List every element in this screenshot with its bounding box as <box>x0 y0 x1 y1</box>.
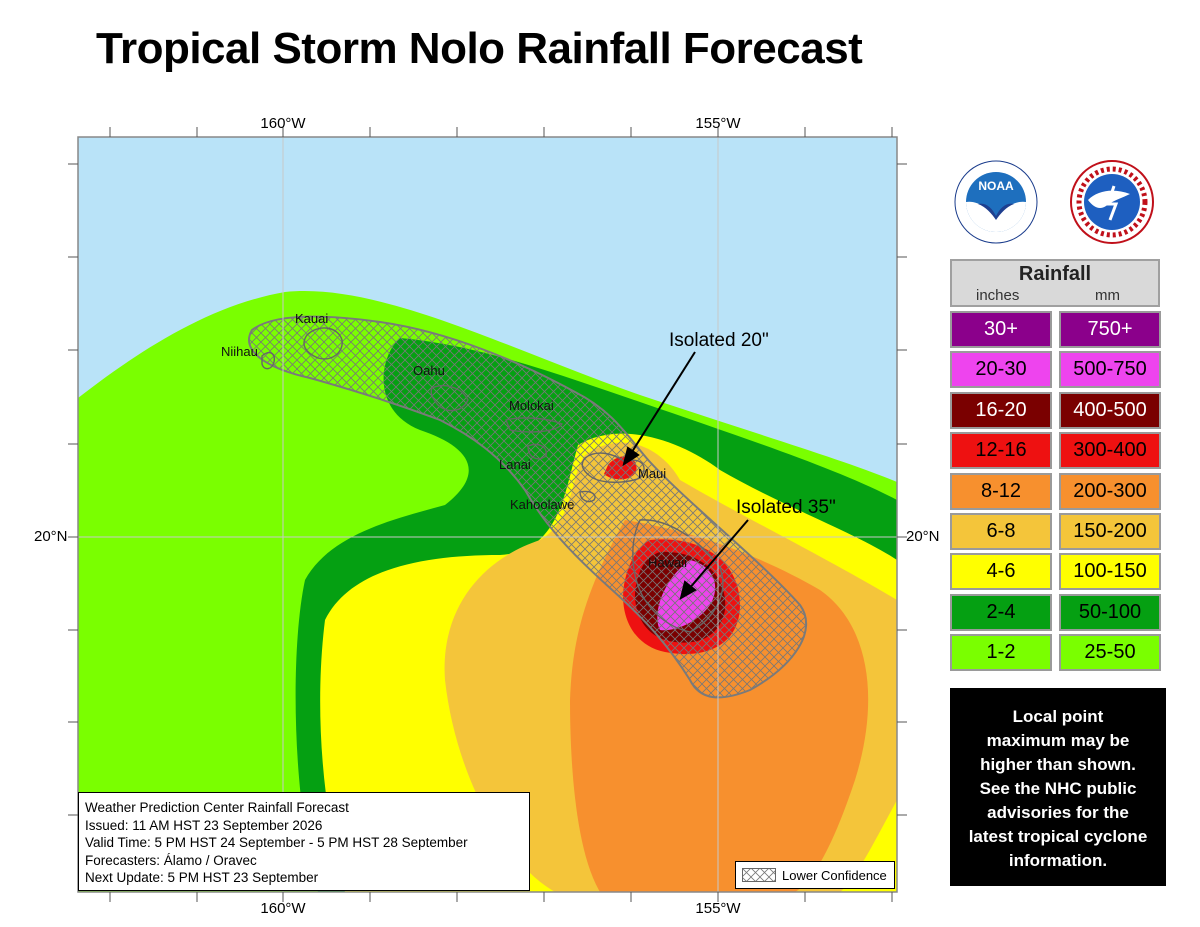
note-line: higher than shown. <box>980 755 1136 774</box>
lat-label-left-20n: 20°N <box>34 528 68 545</box>
info-line-product: Weather Prediction Center Rainfall Forec… <box>85 800 349 815</box>
info-line-valid-time: Valid Time: 5 PM HST 24 September - 5 PM… <box>85 835 468 850</box>
hawaii-outline <box>632 519 724 633</box>
callout-maui: Isolated 20" <box>669 330 769 351</box>
legend-cell-mm: 400-500 <box>1059 392 1161 429</box>
legend-cell-mm: 300-400 <box>1059 432 1161 469</box>
island-label-kauai: Kauai <box>295 311 329 326</box>
hatch-swatch-icon <box>742 868 776 882</box>
hawaii-callout-arrow <box>687 519 749 591</box>
legend-cell-inches: 6-8 <box>950 513 1052 550</box>
info-line-issued: Issued: 11 AM HST 23 September 2026 <box>85 817 323 833</box>
noaa-logo-icon: NOAA <box>954 160 1038 244</box>
legend-cell-mm: 25-50 <box>1059 634 1161 671</box>
note-line: Local point <box>1012 707 1104 726</box>
legend-cell-inches: 30+ <box>950 311 1052 348</box>
legend-header: Rainfall inches mm <box>950 259 1160 307</box>
legend-cell-mm: 50-100 <box>1059 594 1161 631</box>
legend-cell-inches: 1-2 <box>950 634 1052 671</box>
island-label-hawaii: Hawaii <box>648 555 688 570</box>
rainfall-shading <box>78 137 897 892</box>
map-ticks <box>68 127 907 902</box>
legend-cell-mm: 100-150 <box>1059 553 1161 590</box>
island-label-maui: Maui <box>638 466 667 481</box>
island-label-oahu: Oahu <box>413 363 445 378</box>
map-title: Tropical Storm Nolo Rainfall Forecast <box>96 24 863 73</box>
note-line: latest tropical cyclone <box>968 827 1148 846</box>
lon-label-top-155w: 155°W <box>695 115 741 132</box>
legend-title: Rainfall <box>1018 263 1092 285</box>
info-line-forecasters: Forecasters: Álamo / Oravec <box>85 852 257 868</box>
kahoolawe-outline <box>579 490 596 503</box>
forecast-info-box: Weather Prediction Center Rainfall Forec… <box>78 792 530 891</box>
maui-callout-arrow <box>629 351 696 456</box>
maui-outline <box>581 452 645 483</box>
map-frame <box>77 136 898 893</box>
lon-label-top-160w: 160°W <box>260 115 306 132</box>
legend-unit-mm: mm <box>1095 287 1120 304</box>
legend-cell-mm: 200-300 <box>1059 473 1161 510</box>
lower-confidence-legend: Lower Confidence <box>735 861 895 889</box>
island-label-lanai: Lanai <box>499 457 531 472</box>
maui-arrowhead <box>622 446 640 467</box>
legend-cell-inches: 16-20 <box>950 392 1052 429</box>
info-line-next-update: Next Update: 5 PM HST 23 September <box>85 870 319 885</box>
legend-cell-inches: 2-4 <box>950 594 1052 631</box>
note-line: maximum may be <box>986 731 1130 750</box>
callout-hawaii: Isolated 35" <box>736 497 836 518</box>
legend-cell-mm: 500-750 <box>1059 351 1161 388</box>
lower-confidence-area <box>248 315 808 699</box>
molokai-outline <box>505 417 564 433</box>
legend-cell-inches: 4-6 <box>950 553 1052 590</box>
disclaimer-note: Local point maximum may be higher than s… <box>950 688 1166 886</box>
lat-label-right-20n: 20°N <box>906 528 940 545</box>
island-label-molokai: Molokai <box>509 398 554 413</box>
legend-cell-inches: 12-16 <box>950 432 1052 469</box>
lon-label-bottom-155w: 155°W <box>695 900 741 917</box>
kauai-outline <box>303 327 343 360</box>
island-label-kahoolawe: Kahoolawe <box>510 497 575 512</box>
hawaii-arrowhead <box>679 580 697 601</box>
legend-cell-inches: 20-30 <box>950 351 1052 388</box>
legend-cell-inches: 8-12 <box>950 473 1052 510</box>
legend-unit-inches: inches <box>976 287 1020 304</box>
oahu-outline <box>430 384 469 412</box>
note-line: information. <box>1008 851 1108 870</box>
island-label-niihau: Niihau <box>221 344 258 359</box>
legend-cell-mm: 750+ <box>1059 311 1161 348</box>
legend-cell-mm: 150-200 <box>1059 513 1161 550</box>
noaa-logo-text: NOAA <box>978 179 1014 193</box>
note-line: advisories for the <box>987 803 1129 822</box>
lon-label-bottom-160w: 160°W <box>260 900 306 917</box>
note-line: See the NHC public <box>979 779 1137 798</box>
lanai-outline <box>527 443 547 460</box>
niihau-outline <box>261 351 276 370</box>
nws-logo-icon <box>1070 160 1154 244</box>
lower-confidence-label: Lower Confidence <box>782 868 887 883</box>
